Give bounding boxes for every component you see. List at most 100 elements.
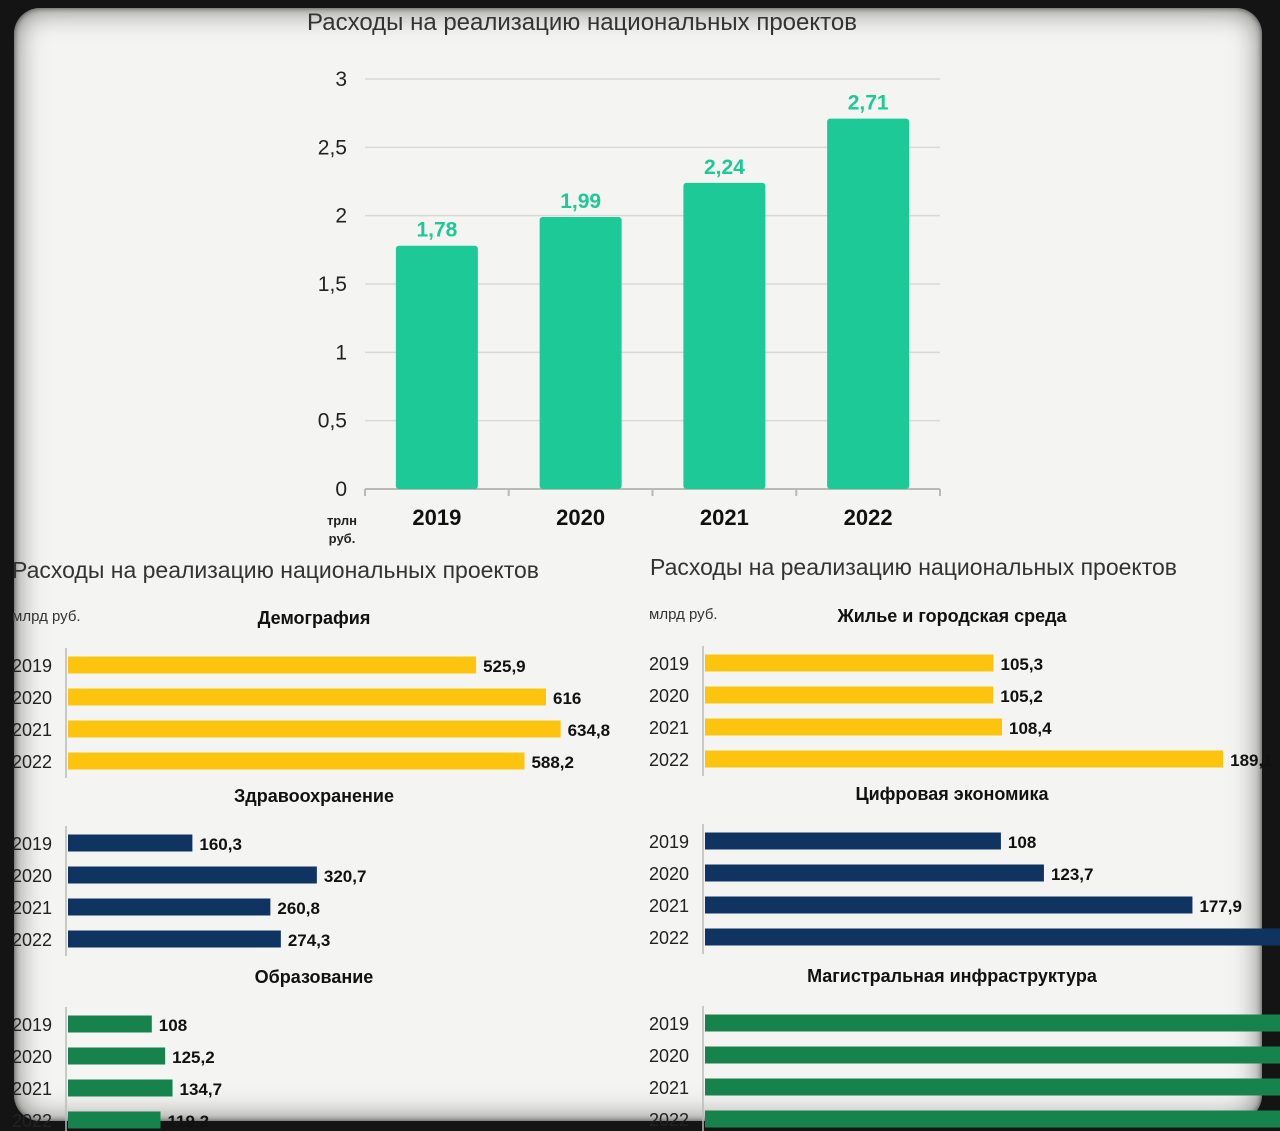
- group-title: Цифровая экономика: [855, 784, 1049, 804]
- year-label: 2020: [12, 1047, 52, 1067]
- bar: [705, 1078, 1280, 1096]
- bar-value-label: 160,3: [199, 835, 242, 854]
- bar: [827, 118, 910, 489]
- bar: [68, 1079, 173, 1097]
- bar: [705, 750, 1224, 768]
- bar: [68, 930, 281, 948]
- year-label: 2019: [649, 832, 689, 852]
- year-label: 2022: [649, 1110, 689, 1130]
- group-title: Демография: [258, 608, 371, 628]
- year-label: 2020: [12, 688, 52, 708]
- year-label: 2021: [649, 1078, 689, 1098]
- panel-title: Расходы на реализацию национальных проек…: [12, 557, 539, 583]
- bar: [683, 182, 766, 489]
- bar: [68, 656, 477, 674]
- bar-value-label: 177,9: [1199, 897, 1242, 916]
- bar: [68, 752, 525, 770]
- bar-value-label: 105,3: [1001, 655, 1044, 674]
- bar-value-label: 320,7: [324, 867, 367, 886]
- bar-value-label: 108: [159, 1016, 187, 1035]
- year-label: 2022: [12, 1111, 52, 1131]
- bar-value-label: 260,8: [277, 899, 320, 918]
- unit-label: руб.: [329, 531, 356, 546]
- unit-label: трлн: [327, 513, 357, 528]
- bar: [705, 654, 994, 672]
- bar: [68, 834, 193, 852]
- year-label: 2019: [12, 1015, 52, 1035]
- bar: [705, 1014, 1280, 1032]
- x-tick-label: 2019: [412, 505, 461, 530]
- year-label: 2021: [12, 1079, 52, 1099]
- bar-value-label: 134,7: [180, 1080, 223, 1099]
- year-label: 2022: [649, 750, 689, 770]
- main-chart-title: Расходы на реализацию национальных проек…: [307, 9, 857, 36]
- bar: [705, 1046, 1280, 1064]
- bar: [705, 928, 1280, 946]
- bar-value-label: 525,9: [483, 657, 526, 676]
- bar-value-label: 588,2: [531, 753, 574, 772]
- year-label: 2019: [12, 656, 52, 676]
- bar: [705, 1110, 1280, 1128]
- year-label: 2021: [12, 898, 52, 918]
- group-title: Жилье и городская среда: [836, 606, 1067, 626]
- bar: [705, 896, 1193, 914]
- y-tick-label: 1: [335, 341, 347, 364]
- x-tick-label: 2021: [700, 505, 749, 530]
- panel-unit-label: млрд руб.: [12, 608, 81, 625]
- bar-value-label: 108,4: [1009, 719, 1052, 738]
- bar-value-label: 1,78: [416, 219, 457, 242]
- year-label: 2021: [12, 720, 52, 740]
- group-title: Магистральная инфраструктура: [807, 966, 1098, 986]
- bar-value-label: 123,7: [1051, 865, 1094, 884]
- bar-value-label: 125,2: [172, 1048, 215, 1067]
- y-tick-label: 2,5: [318, 136, 347, 159]
- bar: [539, 217, 622, 490]
- bar: [68, 866, 317, 884]
- y-tick-label: 3: [335, 68, 347, 91]
- panel-unit-label: млрд руб.: [649, 606, 718, 623]
- year-label: 2022: [12, 930, 52, 950]
- year-label: 2022: [649, 928, 689, 948]
- bar-value-label: 1,99: [560, 190, 601, 213]
- bar-value-label: 274,3: [288, 931, 331, 950]
- bar-value-label: 108: [1008, 833, 1036, 852]
- bar: [705, 686, 994, 704]
- bar: [68, 720, 561, 738]
- bar: [68, 1047, 166, 1065]
- year-label: 2021: [649, 718, 689, 738]
- bar-value-label: 634,8: [568, 721, 611, 740]
- x-tick-label: 2022: [844, 505, 893, 530]
- y-tick-label: 0,5: [318, 410, 347, 433]
- bar: [68, 1015, 152, 1033]
- group-title: Образование: [255, 967, 374, 987]
- year-label: 2019: [649, 1014, 689, 1034]
- bar-value-label: 119,2: [167, 1112, 209, 1131]
- panel-title: Расходы на реализацию национальных проек…: [650, 554, 1177, 580]
- year-label: 2022: [12, 752, 52, 772]
- bar-value-label: 2,24: [704, 156, 745, 179]
- x-tick-label: 2020: [556, 505, 605, 530]
- bar: [705, 718, 1003, 736]
- bar: [68, 688, 547, 706]
- year-label: 2020: [649, 864, 689, 884]
- year-label: 2020: [649, 1046, 689, 1066]
- year-label: 2021: [649, 896, 689, 916]
- bar: [705, 864, 1044, 882]
- year-label: 2019: [649, 654, 689, 674]
- y-tick-label: 1,5: [318, 273, 347, 296]
- bar-value-label: 105,2: [1000, 687, 1043, 706]
- y-tick-label: 0: [335, 478, 347, 501]
- bar-value-label: 2,71: [848, 92, 889, 115]
- bar-value-label: 616: [553, 689, 581, 708]
- group-title: Здравоохранение: [234, 786, 394, 806]
- bar-value-label: 189,1: [1230, 751, 1273, 770]
- bar: [705, 832, 1001, 850]
- year-label: 2020: [12, 866, 52, 886]
- bar: [68, 898, 271, 916]
- bar: [395, 245, 478, 489]
- y-tick-label: 2: [335, 205, 347, 228]
- bar: [68, 1111, 161, 1129]
- year-label: 2020: [649, 686, 689, 706]
- year-label: 2019: [12, 834, 52, 854]
